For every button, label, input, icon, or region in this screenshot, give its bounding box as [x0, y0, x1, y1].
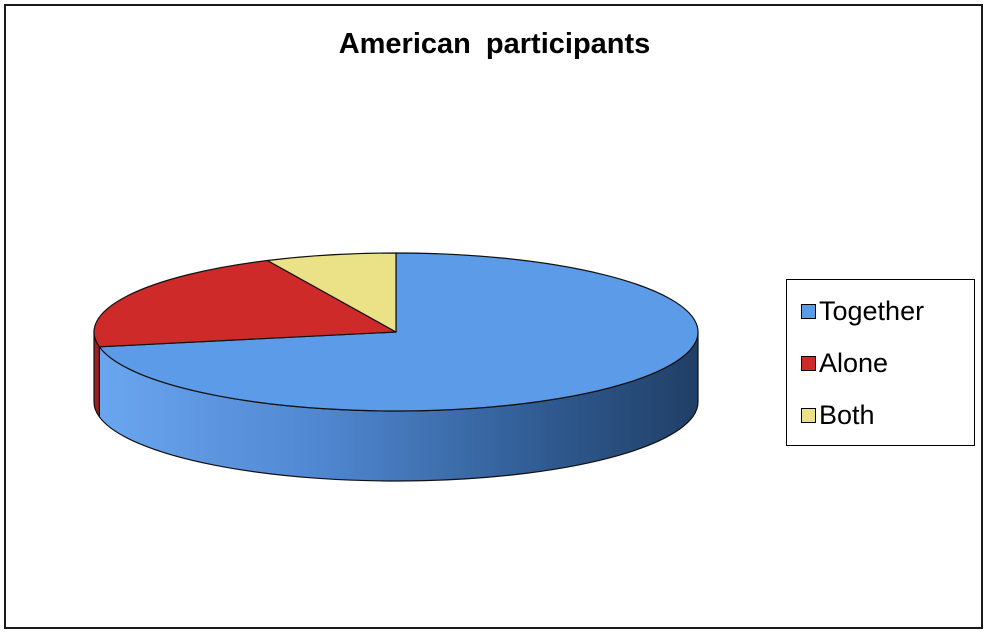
legend-label-alone: Alone	[819, 348, 889, 378]
legend-swatch-together	[801, 303, 816, 319]
legend-item-both: Both	[801, 400, 875, 430]
legend-item-together: Together	[801, 296, 924, 326]
legend-swatch-alone	[801, 355, 816, 371]
pie-slice-alone	[93, 259, 397, 348]
pie-slice-both	[266, 252, 397, 333]
pie-slice-together	[98, 252, 699, 412]
legend-swatch-both	[801, 407, 816, 423]
legend-label-together: Together	[819, 296, 925, 326]
legend-label-both: Both	[819, 400, 875, 430]
chart-legend: Together Alone Both	[786, 279, 975, 446]
legend-item-alone: Alone	[801, 348, 888, 378]
chart-title: American participants	[338, 28, 651, 60]
